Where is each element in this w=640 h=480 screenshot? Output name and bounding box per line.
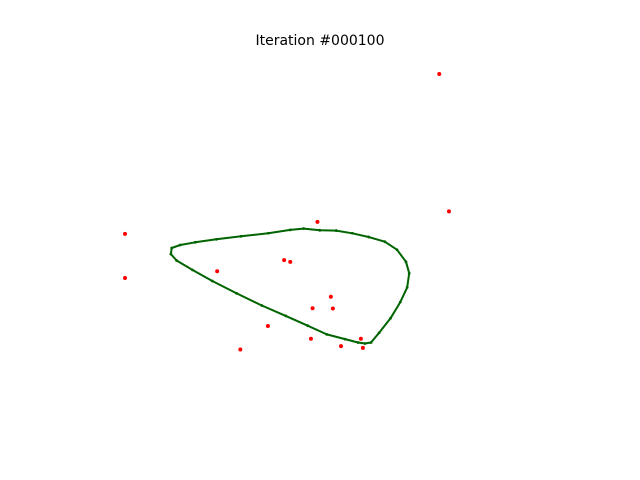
contour-vertex [383,240,387,244]
contour-vertex [398,300,402,304]
data-point [437,72,442,76]
contour-vertex [193,240,197,244]
contour-vertex [214,237,218,241]
data-point [215,269,220,274]
contour-vertex [404,260,408,264]
contour-vertex [389,316,392,320]
contour-vertex [343,337,347,341]
contour-vertex [178,243,182,247]
contour-vertex [260,304,264,307]
contour-vertex [350,231,354,235]
chart-title: Iteration #000100 [255,33,385,49]
data-point [123,231,127,236]
contour-vertex [395,248,399,252]
contour-vertex [405,285,409,289]
contour-vertex [169,252,173,256]
data-point [282,258,287,263]
contour-vertex [288,228,292,232]
contour-vertex [235,292,239,295]
contour-vertex [356,341,360,344]
data-point [315,219,320,224]
contour-vertex [175,259,178,262]
contour-vertex [239,234,243,238]
contour-vertex [266,231,270,235]
contour-vertex [367,235,370,239]
data-point [310,306,315,311]
contour-vertex [407,271,411,275]
contour-vertex [369,341,373,344]
contour-vertex [170,246,174,250]
contour-vertex [210,279,214,283]
contour-vertex [284,314,288,318]
data-point [338,344,343,349]
contour-vertex [190,268,194,272]
contour-vertex [334,229,338,232]
contour-vertex [318,228,322,232]
contour-vertex [306,324,310,328]
contour-line [169,227,411,345]
contour-vertex [363,342,367,345]
contour-vertex [302,227,306,230]
data-point [265,324,270,328]
data-point [358,336,363,341]
data-point [330,306,335,311]
data-point [123,275,127,280]
data-point [360,345,365,350]
data-point [308,336,313,341]
contour-vertex [377,331,381,335]
data-point [238,347,243,352]
data-point [328,294,333,299]
contour-vertex [325,333,329,336]
data-point [446,209,451,214]
data-point [288,259,293,264]
